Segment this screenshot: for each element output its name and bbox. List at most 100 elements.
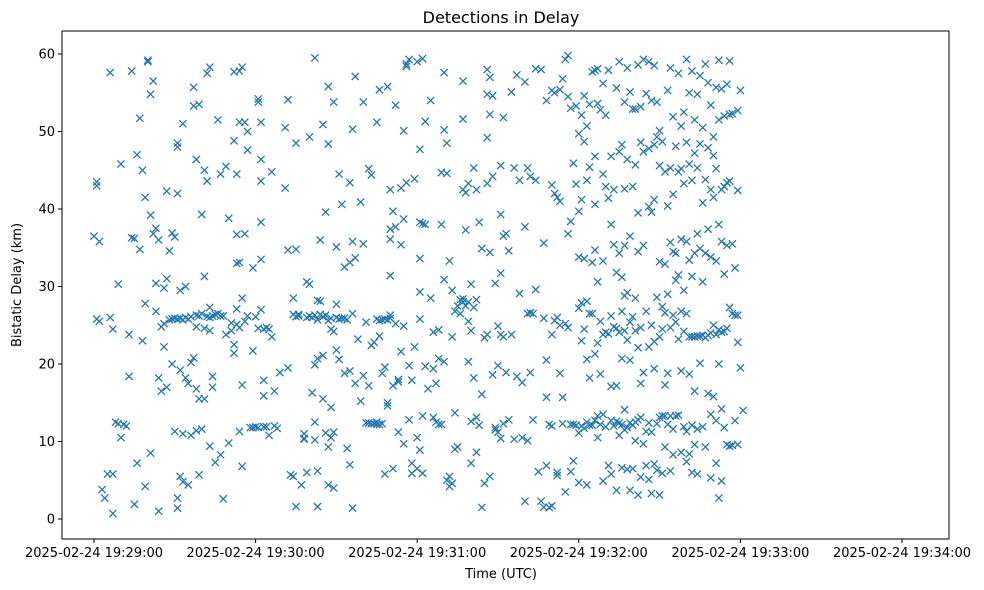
data-point-marker (324, 442, 333, 451)
data-point-marker (658, 325, 667, 334)
data-point-marker (609, 421, 618, 431)
data-point-marker (141, 193, 150, 202)
data-point-marker (143, 57, 152, 66)
data-point-marker (666, 63, 675, 73)
data-point-marker (666, 466, 675, 476)
data-point-marker (356, 397, 365, 406)
data-point-marker (240, 317, 249, 326)
data-point-marker (636, 379, 645, 388)
data-point-marker (577, 336, 586, 345)
data-point-marker (364, 381, 373, 390)
data-point-marker (192, 384, 201, 393)
data-point-marker (704, 78, 713, 87)
data-point-marker (585, 373, 594, 383)
data-point-marker (604, 194, 613, 203)
data-point-marker (639, 241, 648, 250)
data-point-marker (483, 90, 492, 99)
data-point-marker (477, 503, 486, 512)
data-point-marker (706, 328, 715, 338)
data-point-marker (695, 332, 705, 341)
data-point-marker (229, 136, 239, 145)
data-point-marker (243, 127, 252, 136)
data-point-marker (636, 413, 645, 422)
data-point-marker (644, 57, 653, 66)
data-point-marker (663, 86, 672, 95)
data-point-marker (712, 459, 721, 468)
data-point-marker (693, 229, 702, 238)
data-point-marker (607, 311, 616, 321)
data-point-marker (415, 145, 424, 154)
data-point-marker (127, 66, 136, 76)
data-point-marker (566, 217, 575, 226)
data-point-marker (458, 294, 468, 303)
data-point-marker (507, 87, 516, 97)
data-point-marker (259, 376, 268, 385)
data-point-marker (496, 210, 505, 219)
data-point-marker (669, 425, 678, 434)
data-point-marker (601, 111, 610, 120)
data-point-marker (192, 311, 201, 320)
data-point-marker (313, 466, 322, 476)
data-point-marker (485, 248, 494, 257)
data-point-marker (189, 353, 198, 362)
data-point-marker (297, 480, 306, 489)
y-tick-label: 10 (38, 435, 55, 450)
data-point-marker (423, 384, 433, 393)
data-point-marker (609, 185, 618, 194)
data-point-marker (197, 425, 206, 434)
data-point-marker (197, 309, 206, 318)
data-point-marker (348, 237, 357, 246)
data-point-marker (631, 160, 640, 169)
data-point-marker (650, 61, 659, 70)
data-point-marker (477, 244, 486, 253)
data-point-marker (588, 258, 597, 267)
data-point-marker (580, 91, 589, 100)
data-point-marker (685, 88, 694, 97)
data-point-marker (243, 311, 252, 321)
data-point-marker (445, 256, 454, 265)
data-point-marker (574, 304, 583, 313)
data-point-marker (176, 366, 185, 375)
y-axis-label: Bistatic Delay (km) (10, 223, 25, 347)
data-point-marker (593, 433, 602, 442)
data-point-marker (730, 311, 740, 320)
data-point-marker (256, 255, 266, 264)
data-point-marker (337, 314, 346, 323)
data-point-marker (698, 198, 707, 207)
data-point-marker (682, 309, 691, 318)
data-point-marker (378, 369, 387, 378)
data-point-marker (318, 394, 327, 403)
data-point-marker (598, 476, 608, 486)
data-point-marker (324, 480, 333, 489)
data-point-marker (658, 469, 667, 478)
data-point-marker (205, 326, 214, 335)
data-point-marker (181, 373, 190, 383)
data-point-marker (590, 246, 600, 255)
data-point-marker (313, 354, 322, 363)
data-point-marker (372, 118, 381, 127)
data-point-marker (157, 387, 166, 396)
data-point-marker (326, 433, 336, 442)
data-point-marker (631, 326, 640, 335)
data-point-marker (693, 469, 702, 479)
data-point-marker (598, 256, 608, 265)
data-point-marker (709, 392, 718, 401)
data-point-marker (159, 283, 169, 293)
data-point-marker (483, 65, 492, 74)
data-point-marker (553, 313, 562, 322)
data-point-marker (706, 101, 715, 110)
data-point-marker (698, 277, 707, 286)
data-point-marker (343, 444, 352, 453)
data-point-marker (698, 123, 707, 132)
data-point-marker (712, 416, 721, 425)
data-point-marker (194, 100, 204, 109)
data-point-marker (701, 249, 710, 258)
data-point-marker (467, 459, 476, 468)
data-point-marker (461, 225, 470, 234)
data-point-marker (658, 411, 667, 420)
data-point-marker (386, 225, 395, 234)
data-point-marker (660, 259, 670, 269)
data-point-marker (442, 476, 451, 485)
data-point-marker (598, 79, 608, 88)
data-point-marker (647, 428, 656, 437)
